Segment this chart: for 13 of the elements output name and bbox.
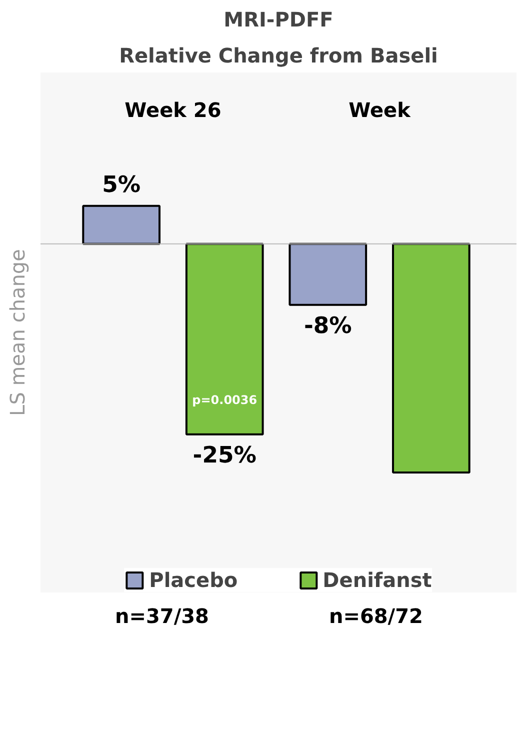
data-label: -25% bbox=[192, 442, 256, 468]
legend-label: Placebo bbox=[149, 568, 238, 592]
text: n=68/72 bbox=[328, 603, 423, 630]
x-tick-label: Week 26 bbox=[124, 98, 222, 122]
text: n=37/38 bbox=[115, 603, 209, 630]
data-label: -8% bbox=[304, 312, 352, 339]
y-axis-title: LS mean change bbox=[6, 249, 30, 416]
chart-title: MRI-PDFF bbox=[224, 8, 334, 32]
x-tick-label: Week bbox=[348, 98, 412, 122]
data-label: 5% bbox=[102, 172, 141, 198]
legend-label: Denifanst bbox=[322, 568, 432, 592]
chart-subtitle: Relative Change from Baseli bbox=[119, 44, 438, 68]
annotation: p=0.0036 bbox=[192, 393, 258, 408]
